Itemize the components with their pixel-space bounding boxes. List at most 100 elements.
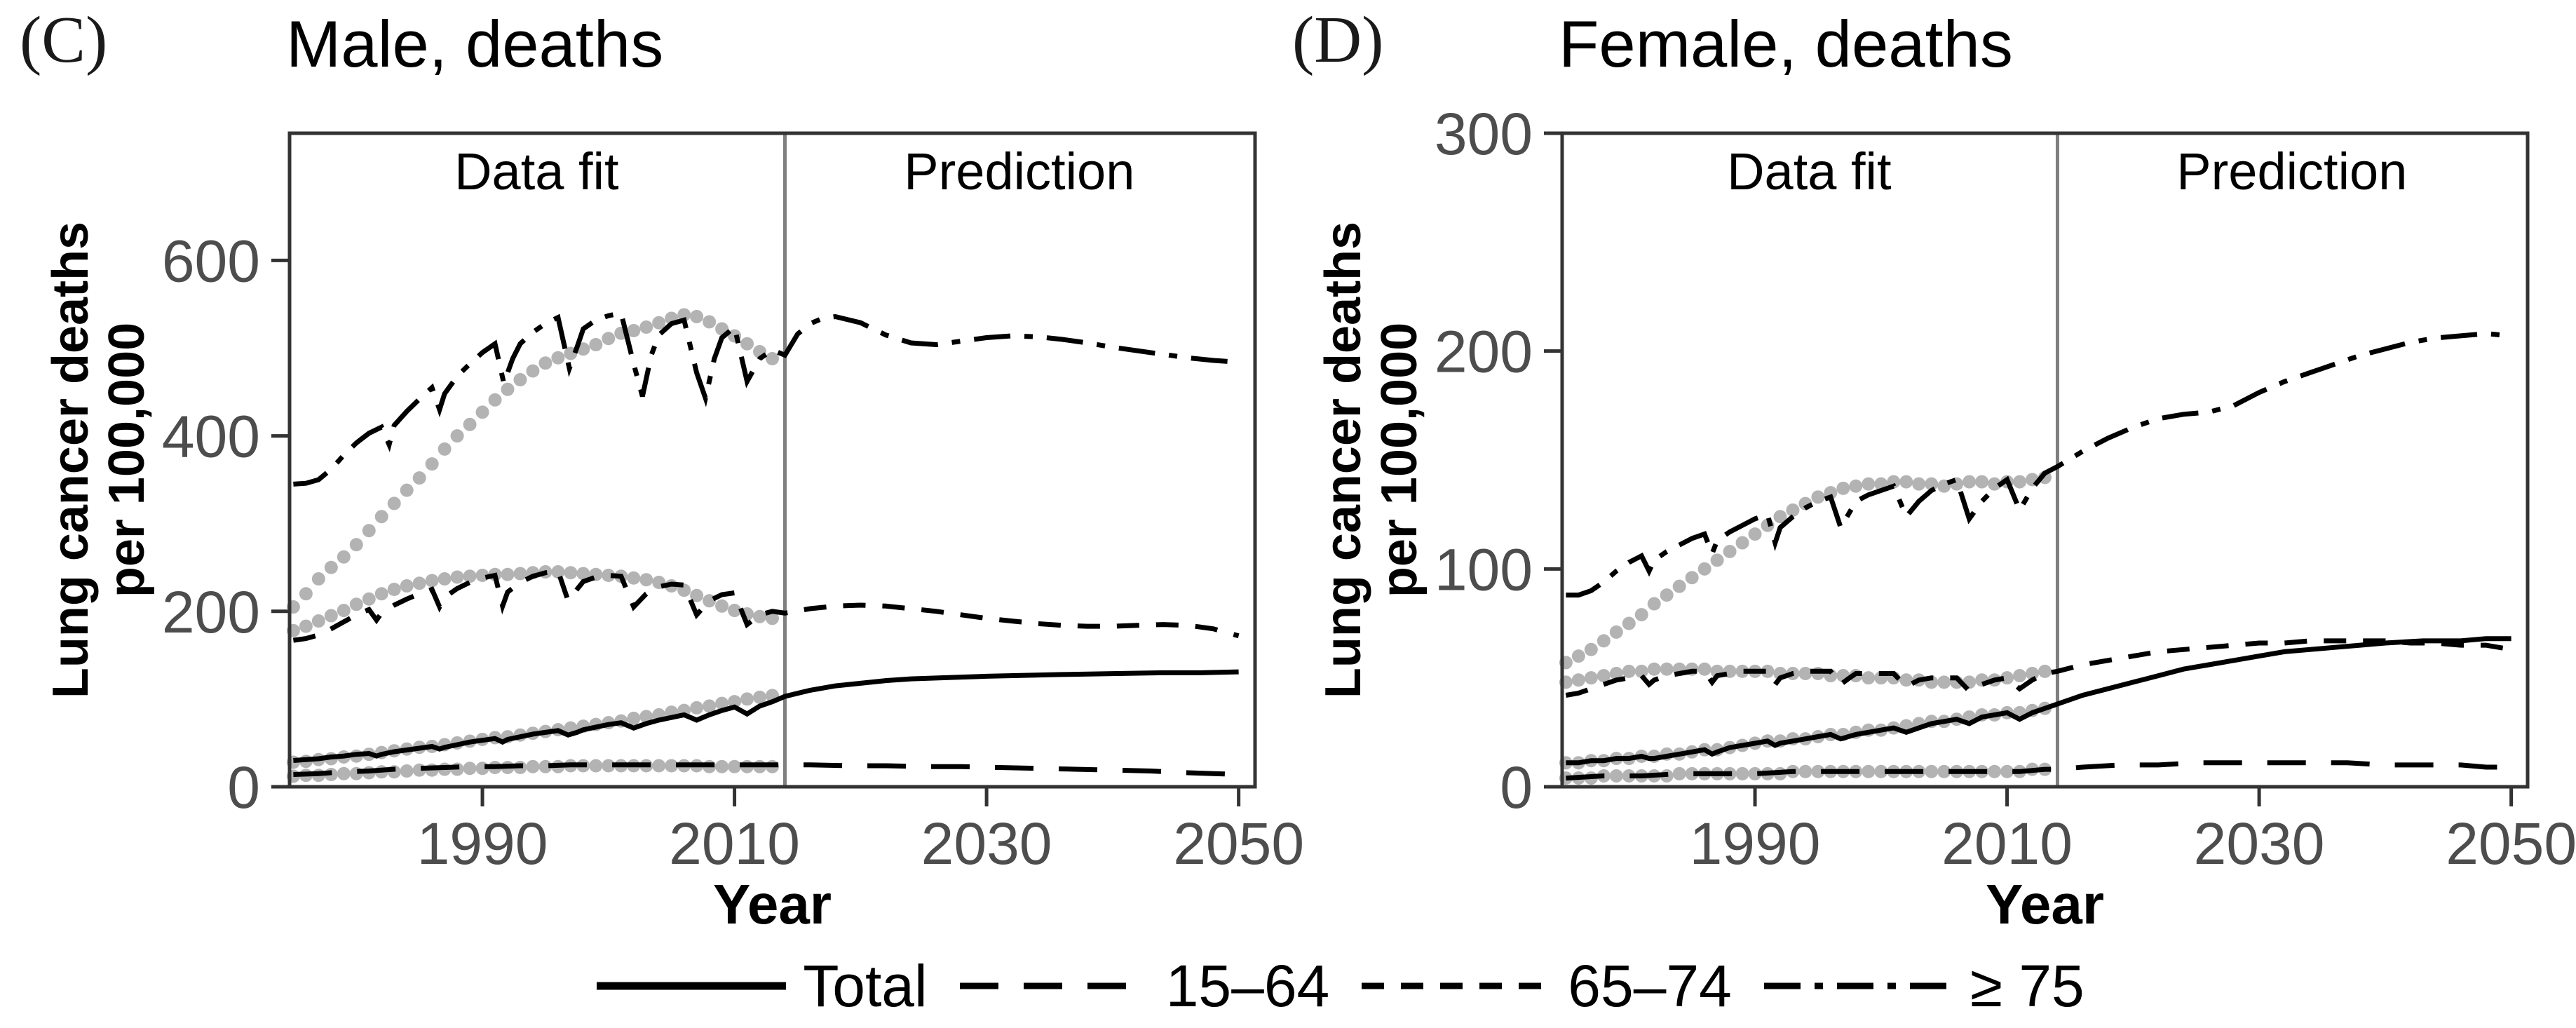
observed-dot bbox=[1634, 664, 1648, 678]
observed-dot bbox=[1672, 579, 1686, 593]
legend-label-total: Total bbox=[803, 953, 928, 1019]
observed-dot bbox=[450, 570, 464, 584]
observed-dot bbox=[2026, 666, 2040, 680]
observed-dot bbox=[1735, 664, 1749, 678]
observed-dot bbox=[564, 566, 578, 580]
observed-dot bbox=[488, 393, 502, 407]
x-tick-label: 2050 bbox=[1173, 811, 1304, 877]
x-tick-label: 2010 bbox=[669, 811, 800, 877]
observed-dot bbox=[551, 565, 565, 579]
observed-dot bbox=[2000, 671, 2014, 685]
observed-dot bbox=[703, 315, 717, 329]
observed-dot bbox=[1811, 764, 1825, 778]
observed-dot bbox=[2000, 764, 2014, 778]
y-tick-label: 600 bbox=[162, 228, 260, 294]
male-region-label-0: Data fit bbox=[454, 142, 619, 201]
x-tick-label: 2050 bbox=[2446, 811, 2576, 877]
observed-dot bbox=[639, 320, 653, 334]
x-tick-label: 2030 bbox=[2194, 811, 2325, 877]
observed-dot bbox=[412, 576, 426, 590]
observed-dot bbox=[715, 599, 729, 613]
observed-dot bbox=[1975, 475, 1989, 489]
female-panel-frame bbox=[1560, 131, 2530, 789]
female-x-axis-title: Year bbox=[1986, 873, 2104, 935]
observed-dot bbox=[450, 429, 464, 443]
female-total-line bbox=[1566, 636, 2511, 766]
observed-dot bbox=[1798, 666, 1812, 680]
observed-dot bbox=[1622, 616, 1636, 630]
legend: Total 15–64 65–74 ≥ 75 bbox=[0, 956, 2576, 1015]
observed-dot bbox=[1672, 766, 1686, 780]
observed-dot bbox=[299, 619, 313, 633]
female-x-axis: 1990 2010 2030 2050 bbox=[1690, 787, 2576, 877]
observed-dot bbox=[589, 759, 603, 773]
observed-dot bbox=[425, 457, 439, 471]
observed-dot bbox=[703, 699, 717, 713]
observed-dot bbox=[501, 382, 515, 396]
observed-dot bbox=[1862, 477, 1876, 491]
observed-dot bbox=[513, 567, 527, 581]
observed-dot bbox=[1925, 764, 1939, 778]
observed-dot bbox=[1609, 625, 1623, 639]
observed-dot bbox=[1773, 510, 1787, 524]
observed-dot bbox=[1862, 671, 1876, 685]
observed-dot bbox=[1685, 766, 1699, 780]
observed-dot bbox=[538, 356, 553, 370]
male-panel-frame bbox=[287, 131, 1257, 789]
observed-dot bbox=[652, 759, 666, 773]
observed-dot bbox=[1899, 673, 1913, 687]
observed-dot bbox=[1710, 553, 1724, 567]
x-tick-label: 2010 bbox=[1941, 811, 2073, 877]
observed-dot bbox=[2013, 475, 2027, 489]
observed-dot bbox=[602, 569, 616, 583]
observed-dot bbox=[349, 538, 363, 552]
observed-dot bbox=[311, 614, 325, 628]
male-y-axis-title-line1: Lung cancer deaths bbox=[43, 222, 99, 698]
observed-dot bbox=[1660, 588, 1674, 602]
observed-dot bbox=[1899, 475, 1913, 489]
observed-dot bbox=[1571, 673, 1585, 687]
observed-dot bbox=[1786, 503, 1800, 517]
male-region-label-1: Prediction bbox=[904, 142, 1134, 201]
legend-item-75-plus: ≥ 75 bbox=[1763, 956, 2084, 1015]
legend-item-65-74: 65–74 bbox=[1362, 956, 1732, 1015]
observed-dot bbox=[2013, 669, 2027, 683]
y-tick-label: 0 bbox=[1500, 755, 1533, 820]
observed-dot bbox=[1988, 477, 2002, 491]
female-age-15-64-line bbox=[1566, 760, 2511, 781]
observed-dot bbox=[715, 696, 729, 710]
observed-dot bbox=[501, 567, 515, 581]
male-y-axis: 0 200 400 600 bbox=[162, 228, 290, 820]
observed-dot bbox=[627, 711, 641, 725]
observed-dot bbox=[677, 308, 691, 322]
legend-item-15-64: 15–64 bbox=[959, 956, 1329, 1015]
female-y-axis: 0 100 200 300 bbox=[1435, 101, 1562, 820]
observed-dot bbox=[387, 496, 401, 510]
legend-item-total: Total bbox=[597, 953, 928, 1019]
male-age-75-plus-line bbox=[293, 310, 1239, 487]
observed-dot bbox=[728, 759, 742, 773]
observed-dot bbox=[362, 524, 376, 538]
observed-dot bbox=[753, 690, 767, 704]
observed-dot bbox=[1874, 764, 1888, 778]
male-age-65-74-line bbox=[292, 568, 1240, 643]
observed-dot bbox=[665, 759, 679, 773]
observed-dot bbox=[463, 762, 477, 776]
legend-key-dotdash-line bbox=[1763, 982, 1953, 989]
panel-title-female: Female, deaths bbox=[1559, 7, 2013, 81]
observed-dot bbox=[400, 483, 414, 497]
observed-dot bbox=[728, 604, 742, 618]
observed-dot bbox=[299, 587, 313, 601]
panel-label-d: (D) bbox=[1292, 4, 1384, 76]
observed-dot bbox=[627, 571, 641, 585]
x-tick-label: 2030 bbox=[921, 811, 1052, 877]
male-y-axis-title-line2: per 100,000 bbox=[99, 323, 155, 597]
observed-dot bbox=[425, 574, 439, 588]
observed-dot bbox=[1937, 479, 1951, 493]
observed-dot bbox=[1660, 662, 1674, 676]
observed-dot bbox=[1937, 764, 1951, 778]
observed-dot bbox=[1925, 477, 1939, 491]
observed-dot bbox=[1761, 664, 1775, 678]
observed-dot bbox=[728, 695, 742, 709]
